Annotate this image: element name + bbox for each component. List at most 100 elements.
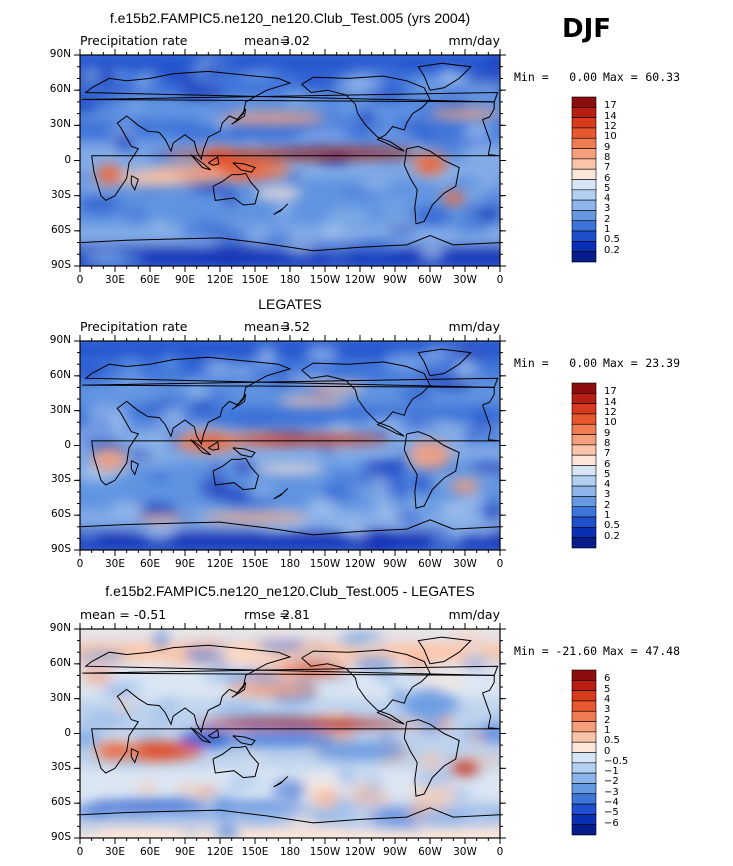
field-blob bbox=[465, 430, 500, 439]
y-tick-label: 90N bbox=[49, 622, 71, 634]
coastline bbox=[212, 457, 260, 491]
x-tick-label: 120W bbox=[344, 274, 376, 286]
y-tick-label: 60N bbox=[49, 368, 71, 381]
field-blob bbox=[420, 132, 433, 147]
panel-left-subtitle: Precipitation rate bbox=[80, 319, 188, 334]
field-core bbox=[192, 436, 225, 448]
x-tick-label: 60E bbox=[140, 846, 160, 858]
colorbar-swatch bbox=[571, 537, 597, 549]
coastline bbox=[130, 748, 139, 764]
field-blob bbox=[181, 357, 208, 372]
field-blob bbox=[383, 351, 429, 373]
field-blob bbox=[82, 712, 129, 728]
field-blob bbox=[246, 754, 266, 762]
coastline bbox=[208, 156, 220, 166]
colorbar-label: 12 bbox=[604, 406, 617, 418]
coastline bbox=[417, 62, 472, 91]
colorbar-swatch bbox=[571, 168, 597, 180]
y-tick-label: 60S bbox=[50, 223, 71, 236]
y-tick-label: 30S bbox=[50, 188, 71, 201]
field-blob bbox=[149, 188, 173, 204]
colorbar-swatch bbox=[571, 496, 597, 508]
colorbar-label: −5 bbox=[604, 807, 619, 819]
field-blob bbox=[419, 752, 443, 772]
field-blob bbox=[283, 372, 331, 382]
field-feature bbox=[91, 447, 127, 472]
x-tick-label: 0 bbox=[76, 846, 84, 858]
field-blob bbox=[200, 476, 229, 498]
colorbar-swatch bbox=[571, 762, 597, 774]
field-blob bbox=[278, 374, 292, 383]
colorbar-label: 4 bbox=[604, 479, 611, 491]
colorbar-label: 9 bbox=[604, 427, 611, 439]
x-tick-label: 90W bbox=[383, 558, 407, 570]
field-core bbox=[102, 169, 117, 180]
field-blob bbox=[212, 700, 259, 721]
colorbar-label: 1 bbox=[604, 510, 611, 522]
colorbar-label: 2 bbox=[604, 213, 611, 225]
field-blob bbox=[225, 630, 241, 642]
coastline bbox=[208, 441, 220, 451]
max-value: 60.33 bbox=[645, 70, 680, 84]
field-blob bbox=[428, 530, 465, 550]
colorbar-swatch bbox=[571, 814, 597, 825]
field-blob bbox=[235, 421, 274, 429]
field-blob bbox=[126, 525, 153, 533]
field-blob bbox=[186, 131, 199, 140]
x-tick-label: 150E bbox=[241, 846, 269, 858]
colorbar-label: 0.5 bbox=[604, 234, 620, 246]
colorbar-swatch bbox=[571, 423, 597, 435]
field-blob bbox=[223, 125, 246, 136]
field-blob bbox=[223, 190, 238, 209]
coastline bbox=[190, 727, 212, 744]
field-feature bbox=[115, 169, 185, 187]
coastline bbox=[403, 431, 460, 509]
colorbar-label: 5 bbox=[604, 683, 611, 695]
x-tick-label: 90E bbox=[175, 558, 195, 570]
y-tick-label: 90S bbox=[50, 831, 71, 843]
field-blob bbox=[377, 199, 408, 210]
field-blob bbox=[276, 200, 292, 218]
field-blob bbox=[354, 138, 400, 147]
coastline bbox=[84, 644, 500, 774]
panel-title: f.e15b2.FAMPIC5.ne120_ne120.Club_Test.00… bbox=[105, 583, 475, 599]
field-blob bbox=[217, 821, 238, 838]
field-blob bbox=[305, 93, 342, 106]
panel-center-label: mean= bbox=[244, 319, 290, 334]
x-tick-label: 30W bbox=[453, 558, 477, 570]
x-tick-label: 0 bbox=[496, 274, 504, 286]
panel-center-value: 3.02 bbox=[282, 33, 310, 48]
field-blob bbox=[367, 809, 414, 828]
colorbar-swatch bbox=[571, 444, 597, 456]
map-panel-2 bbox=[74, 335, 597, 556]
field-blob bbox=[80, 359, 105, 381]
field-blob bbox=[469, 462, 500, 475]
field-blob bbox=[337, 764, 355, 786]
field-blob bbox=[181, 219, 212, 241]
field-blob bbox=[111, 503, 144, 515]
field-blob bbox=[306, 128, 352, 139]
field-feature bbox=[430, 108, 500, 119]
y-tick-label: 90N bbox=[49, 334, 71, 346]
colorbar-swatch bbox=[571, 220, 597, 232]
season-label: DJF bbox=[562, 14, 612, 44]
field-blob bbox=[266, 90, 280, 98]
field-blob bbox=[346, 419, 386, 439]
field-blob bbox=[208, 461, 224, 472]
coastline bbox=[232, 447, 256, 458]
field-blob bbox=[323, 482, 357, 503]
colorbar-swatch bbox=[571, 382, 597, 394]
min-value: -21.60 bbox=[555, 644, 597, 658]
field-blob bbox=[201, 58, 241, 67]
field-blob bbox=[468, 524, 496, 539]
field-blob bbox=[147, 131, 177, 146]
field-blob bbox=[307, 497, 337, 516]
field-feature bbox=[451, 479, 479, 494]
field-blob bbox=[178, 84, 224, 101]
x-tick-label: 60W bbox=[418, 558, 442, 570]
field-blob bbox=[361, 459, 410, 471]
field-blob bbox=[461, 657, 488, 667]
field-blob bbox=[424, 809, 469, 826]
field-blob bbox=[204, 227, 251, 240]
field-blob bbox=[80, 650, 125, 663]
